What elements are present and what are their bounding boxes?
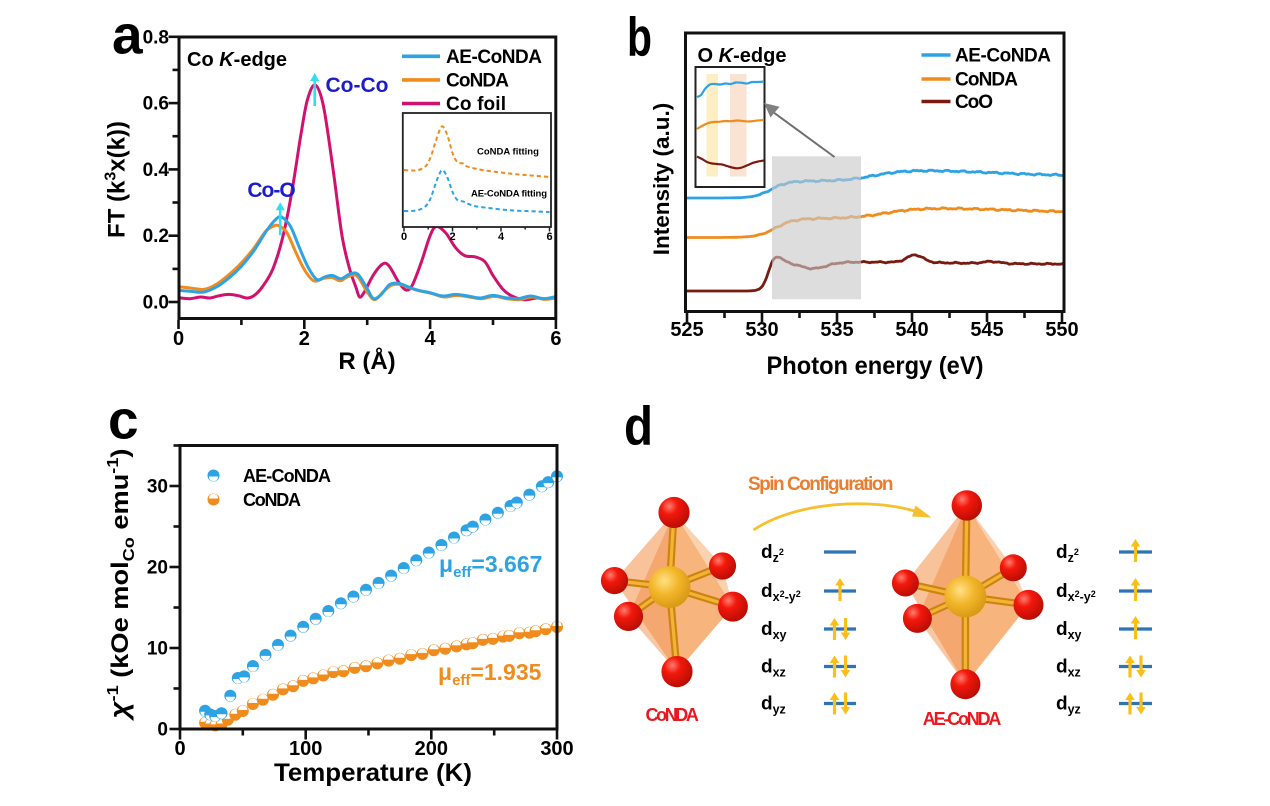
svg-text:0.6: 0.6 (143, 94, 169, 115)
svg-text:535: 535 (820, 319, 853, 341)
svg-text:100: 100 (289, 738, 322, 760)
svg-text:d: d (624, 395, 653, 457)
svg-text:200: 200 (415, 738, 448, 760)
svg-text:0.8: 0.8 (143, 27, 169, 48)
svg-text:30: 30 (147, 477, 168, 498)
svg-text:Co foil: Co foil (446, 94, 506, 115)
svg-text:540: 540 (895, 319, 928, 341)
svg-text:AE-CoNDA: AE-CoNDA (446, 47, 542, 68)
svg-text:Co-O: Co-O (247, 179, 295, 202)
svg-text:4: 4 (498, 231, 505, 243)
svg-text:10: 10 (147, 639, 168, 660)
svg-text:6: 6 (546, 231, 552, 243)
svg-text:CoNDA: CoNDA (646, 705, 699, 725)
svg-text:2: 2 (449, 231, 455, 243)
svg-text:CoO: CoO (955, 92, 993, 113)
svg-text:300: 300 (540, 738, 573, 760)
svg-text:dz2: dz2 (1056, 542, 1079, 565)
svg-text:AE-CoNDA: AE-CoNDA (955, 46, 1051, 67)
svg-text:CoNDA: CoNDA (243, 490, 301, 510)
svg-text:550: 550 (1045, 319, 1078, 341)
svg-text:Photon energy (eV): Photon energy (eV) (767, 352, 984, 380)
svg-text:6: 6 (550, 328, 561, 350)
svg-text:Co K-edge: Co K-edge (187, 49, 287, 71)
svg-text:a: a (112, 4, 143, 66)
svg-text:AE-CoNDA: AE-CoNDA (243, 466, 331, 486)
svg-text:CoNDA: CoNDA (446, 70, 509, 91)
svg-text:χ-1 (kOe molCo emu-1): χ-1 (kOe molCo emu-1) (104, 449, 138, 722)
svg-text:CoNDA fitting: CoNDA fitting (477, 147, 539, 158)
svg-text:R (Å): R (Å) (338, 347, 395, 375)
svg-text:20: 20 (147, 558, 168, 579)
svg-text:0: 0 (174, 738, 185, 760)
svg-text:0.2: 0.2 (143, 226, 169, 247)
svg-text:Spin Configuration: Spin Configuration (748, 474, 893, 495)
svg-text:dz2: dz2 (761, 542, 784, 565)
svg-text:dxz: dxz (1056, 657, 1081, 680)
svg-text:0: 0 (157, 720, 168, 741)
svg-text:4: 4 (425, 328, 437, 350)
svg-text:b: b (627, 6, 652, 68)
svg-text:CoNDA: CoNDA (955, 70, 1018, 91)
svg-text:O K-edge: O K-edge (698, 45, 787, 67)
svg-text:0: 0 (173, 328, 184, 350)
svg-text:0: 0 (401, 231, 407, 243)
svg-text:Co-Co: Co-Co (326, 74, 389, 97)
svg-text:Intensity (a.u.): Intensity (a.u.) (649, 103, 674, 256)
svg-text:AE-CoNDA: AE-CoNDA (923, 709, 1002, 729)
svg-text:Temperature (K): Temperature (K) (274, 759, 472, 787)
svg-text:0.4: 0.4 (143, 160, 170, 181)
svg-text:530: 530 (745, 319, 778, 341)
svg-text:c: c (108, 389, 139, 451)
svg-text:2: 2 (299, 328, 310, 350)
svg-text:545: 545 (970, 319, 1003, 341)
svg-text:AE-CoNDA fitting: AE-CoNDA fitting (471, 189, 547, 200)
svg-text:0.0: 0.0 (143, 293, 169, 314)
svg-text:525: 525 (670, 319, 703, 341)
